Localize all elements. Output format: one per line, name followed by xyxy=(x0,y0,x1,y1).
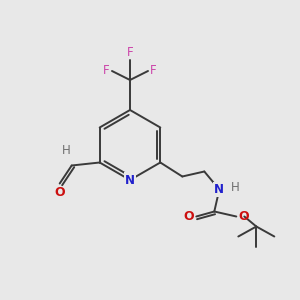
Text: F: F xyxy=(150,64,157,77)
Text: N: N xyxy=(125,173,135,187)
Text: O: O xyxy=(54,187,65,200)
Text: H: H xyxy=(231,181,240,194)
Text: N: N xyxy=(214,183,224,196)
Text: F: F xyxy=(103,64,110,77)
Text: H: H xyxy=(62,145,71,158)
Text: F: F xyxy=(127,46,133,59)
Text: O: O xyxy=(238,210,249,223)
Text: O: O xyxy=(184,210,194,223)
